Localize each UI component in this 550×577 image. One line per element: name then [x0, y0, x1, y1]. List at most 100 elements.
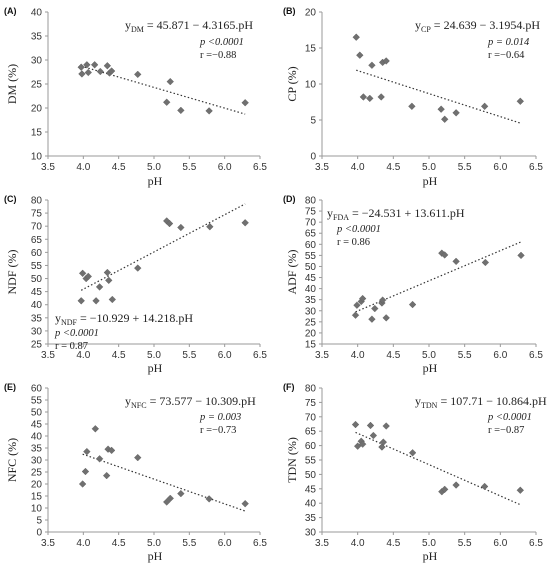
panel-d: 3.5 4.0 4.5 5.0 5.5 6.0 6.51520253035404550556… [283, 194, 543, 375]
x-tick-label: 4.5 [112, 538, 126, 549]
data-point [241, 99, 249, 107]
x-tick-label: 5.0 [147, 162, 161, 173]
y-tick-label: 25 [31, 340, 43, 351]
data-point [90, 61, 99, 69]
panel-label: (A) [4, 6, 17, 16]
y-tick-label: 75 [31, 209, 43, 220]
equation-subscript: TDN [421, 401, 438, 410]
y-tick-label: 35 [31, 32, 43, 43]
x-axis-label: pH [423, 174, 438, 188]
equation-y: y [415, 394, 421, 408]
data-point [177, 106, 185, 115]
x-tick-label: 4.0 [351, 162, 365, 173]
y-tick-label: 70 [305, 218, 317, 229]
y-tick-label: 80 [305, 384, 317, 395]
equation-y: y [55, 311, 61, 325]
equation-y: y [327, 206, 333, 220]
y-tick-label: 55 [31, 396, 43, 407]
y-tick-label: 15 [305, 340, 317, 351]
data-point [134, 264, 142, 272]
y-tick-label: 70 [31, 222, 43, 233]
x-tick-label: 4.5 [386, 538, 400, 549]
y-tick-label: 55 [31, 261, 43, 272]
x-tick-label: 6.5 [529, 162, 543, 173]
data-point [382, 314, 390, 322]
equation-rhs: = 107.71 − 10.864.pH [437, 394, 547, 408]
x-tick-label: 4.0 [351, 350, 365, 361]
x-tick-label: 6.0 [493, 350, 507, 361]
data-point [408, 102, 416, 111]
y-tick-label: 5 [310, 116, 316, 127]
y-tick-label: 55 [305, 456, 317, 467]
x-tick-label: 4.0 [76, 350, 90, 361]
y-tick-label: 60 [305, 240, 317, 251]
x-tick-label: 4.0 [351, 538, 365, 549]
x-tick-label: 4.5 [386, 350, 400, 361]
data-point [95, 283, 104, 291]
r-value: r = 0.87 [55, 341, 88, 352]
data-point [379, 438, 388, 446]
y-tick-label: 40 [305, 499, 317, 510]
y-tick-label: 75 [305, 207, 317, 218]
y-tick-label: 65 [305, 427, 317, 438]
y-tick-label: 40 [31, 8, 43, 19]
data-point [163, 498, 171, 506]
y-tick-label: 35 [31, 444, 43, 455]
data-point [105, 276, 113, 285]
x-tick-label: 6.0 [493, 538, 507, 549]
data-point [378, 296, 387, 304]
y-tick-label: 50 [31, 408, 43, 419]
x-tick-label: 6.0 [218, 538, 232, 549]
regression-equation: yDM = 45.871 − 4.3165.pH [125, 18, 253, 34]
equation-rhs: = 73.577 − 10.309.pH [147, 394, 257, 408]
x-tick-label: 6.0 [218, 350, 232, 361]
panel-label: (B) [283, 6, 296, 16]
x-tick-label: 4.0 [76, 162, 90, 173]
equation-subscript: CP [421, 25, 431, 34]
y-tick-label: 5 [36, 516, 42, 527]
x-tick-label: 5.5 [182, 162, 196, 173]
data-point [516, 97, 524, 105]
data-point [368, 315, 376, 323]
data-point [241, 499, 249, 508]
trendline [82, 453, 246, 512]
equation-rhs: = 24.639 − 3.1954.pH [431, 18, 541, 32]
data-point [408, 449, 417, 457]
trendline [355, 431, 521, 506]
panel-e: 3.5 4.0 4.5 5.0 5.5 6.0 6.50510152025303540455… [4, 382, 267, 563]
data-point [441, 115, 449, 123]
equation-rhs: = −24.531 + 13.611.pH [349, 206, 465, 220]
y-tick-label: 20 [31, 480, 43, 491]
x-tick-label: 5.0 [422, 162, 436, 173]
y-tick-label: 40 [31, 300, 43, 311]
y-axis-label: CP (%) [285, 66, 299, 101]
y-tick-label: 45 [31, 287, 43, 298]
x-tick-label: 6.0 [493, 162, 507, 173]
y-tick-label: 45 [31, 420, 43, 431]
y-tick-label: 45 [305, 484, 317, 495]
y-tick-label: 30 [31, 56, 43, 67]
data-point [441, 485, 449, 494]
data-point [371, 304, 379, 313]
y-tick-label: 30 [31, 456, 43, 467]
x-tick-label: 3.5 [41, 350, 55, 361]
data-point [107, 446, 116, 455]
data-point [107, 67, 116, 75]
data-point [84, 272, 92, 281]
data-point [77, 63, 85, 71]
y-tick-label: 10 [305, 80, 317, 91]
panel-b: 3.5 4.0 4.5 5.0 5.5 6.0 6.5 0 5 10 15 20 CP (%) pH (B)… [283, 6, 543, 188]
y-tick-label: 35 [31, 313, 43, 324]
r-value: r = 0.86 [337, 237, 370, 248]
y-tick-label: 65 [31, 235, 43, 246]
y-tick-label: 30 [305, 528, 317, 539]
data-point [81, 467, 90, 476]
data-point [102, 471, 111, 480]
x-axis-label: pH [148, 361, 163, 375]
data-point [165, 219, 174, 228]
r-value: r =−0.87 [488, 425, 524, 436]
data-point [480, 102, 489, 111]
x-axis-label: pH [423, 361, 438, 375]
data-point [241, 219, 249, 227]
